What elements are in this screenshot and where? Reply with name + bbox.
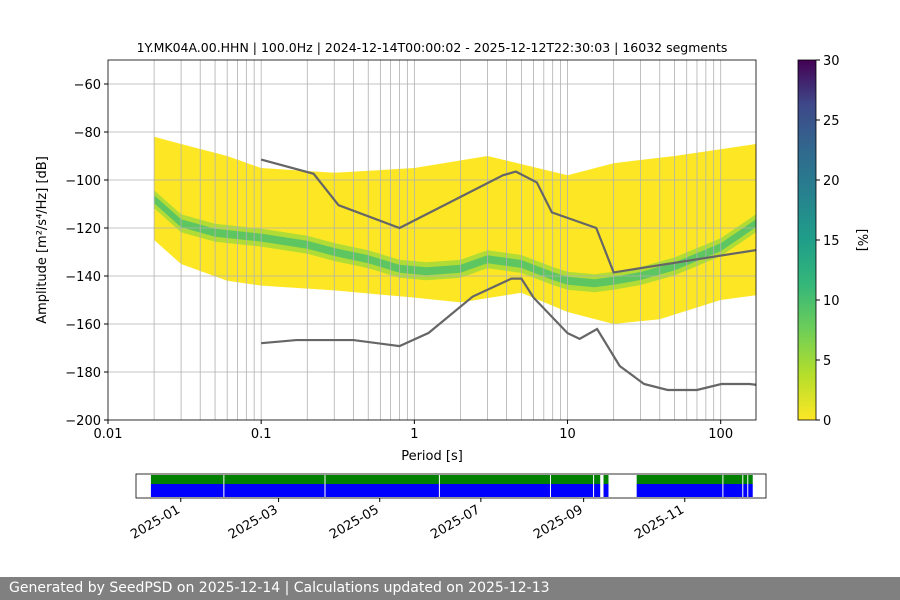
y-tick-label: −200: [65, 414, 101, 429]
timeline-tick-label: 2025-09: [531, 502, 586, 542]
availability-bar-upper: [150, 475, 601, 484]
footer-bar: Generated by SeedPSD on 2025-12-14 | Cal…: [0, 577, 900, 600]
timeline-tick-label: 2025-11: [632, 502, 687, 542]
colorbar-label: [%]: [854, 229, 869, 252]
grid-layer: [108, 60, 756, 420]
colorbar-tick-label: 25: [823, 114, 840, 129]
series-nlnm-line: [261, 277, 756, 392]
timeline-tick-label: 2025-05: [327, 502, 382, 542]
psd-density-core: [594, 276, 614, 288]
x-tick-label: 0.01: [94, 427, 123, 442]
y-tick-label: −60: [74, 78, 101, 93]
psd-density-core: [399, 264, 427, 276]
footer-text: Generated by SeedPSD on 2025-12-14 | Cal…: [9, 580, 550, 596]
psd-density-core: [368, 255, 400, 273]
y-tick-label: −180: [65, 366, 101, 381]
psd-density-core: [426, 264, 461, 276]
x-axis: 0.01 0.1 1 10 100: [94, 420, 733, 442]
psd-density-core: [215, 228, 262, 242]
timeline-tick-label: 2025-03: [226, 502, 281, 542]
availability-bar-upper: [603, 475, 609, 484]
availability-bars: [150, 475, 753, 497]
colorbar-tick-label: 5: [823, 354, 831, 369]
timeline-axis: 2025-01 2025-03 2025-05 2025-07 2025-09 2025-…: [128, 498, 687, 543]
psd-density-core: [154, 195, 182, 228]
colorbar-tick-label: 10: [823, 294, 840, 309]
data-availability-timeline: 2025-01 2025-03 2025-05 2025-07 2025-09 2025-…: [128, 473, 767, 543]
colorbar-tick-label: 30: [823, 54, 840, 69]
y-tick-label: −120: [65, 222, 101, 237]
x-tick-label: 100: [708, 427, 733, 442]
psd-density-core: [613, 272, 641, 285]
psd-density-core: [720, 219, 756, 252]
psd-plot: [108, 60, 756, 420]
x-tick-label: 0.1: [251, 427, 272, 442]
timeline-tick-label: 2025-07: [428, 502, 483, 542]
series-nhnm-line: [260, 158, 756, 274]
x-tick-label: 10: [559, 427, 576, 442]
psd-density-core: [334, 248, 369, 264]
figure: 1Y.MK04A.00.HHN | 100.0Hz | 2024-12-14T0…: [35, 40, 869, 543]
noise-model-layer: [260, 158, 756, 392]
colorbar: [797, 59, 817, 421]
psd-density-core: [521, 260, 553, 280]
y-tick-label: −100: [65, 174, 101, 189]
availability-bar-lower: [603, 484, 609, 497]
x-tick-label: 1: [410, 427, 418, 442]
availability-bar-upper: [636, 475, 753, 484]
y-tick-label: −80: [74, 126, 101, 141]
psd-density-core: [552, 272, 568, 285]
colorbar-tick-label: 15: [823, 234, 840, 249]
psd-density-core: [460, 255, 488, 273]
y-tick-label: −160: [65, 318, 101, 333]
y-axis: −200 −180 −160 −140 −120 −100 −80 −60: [65, 78, 108, 429]
colorbar-tick-label: 0: [823, 414, 831, 429]
y-axis-label: Amplitude [m²/s⁴/Hz] [dB]: [35, 156, 50, 324]
availability-bar-lower: [150, 484, 601, 497]
psd-density-core: [674, 243, 721, 271]
colorbar-axis: 0 5 10 15 20 25 30: [816, 54, 840, 429]
psd-density-core: [261, 233, 308, 249]
colorbar-tick-label: 20: [823, 174, 840, 189]
x-axis-label: Period [s]: [401, 449, 463, 464]
y-tick-label: −140: [65, 270, 101, 285]
plot-frame: [107, 59, 757, 421]
chart-title: 1Y.MK04A.00.HHN | 100.0Hz | 2024-12-14T0…: [137, 40, 728, 55]
psd-density-core: [567, 276, 595, 288]
timeline-tick-label: 2025-01: [128, 502, 183, 542]
psd-density-core: [487, 255, 522, 268]
psd-density-core: [307, 240, 335, 256]
availability-bar-lower: [636, 484, 753, 497]
psd-density-layer: [154, 136, 756, 324]
